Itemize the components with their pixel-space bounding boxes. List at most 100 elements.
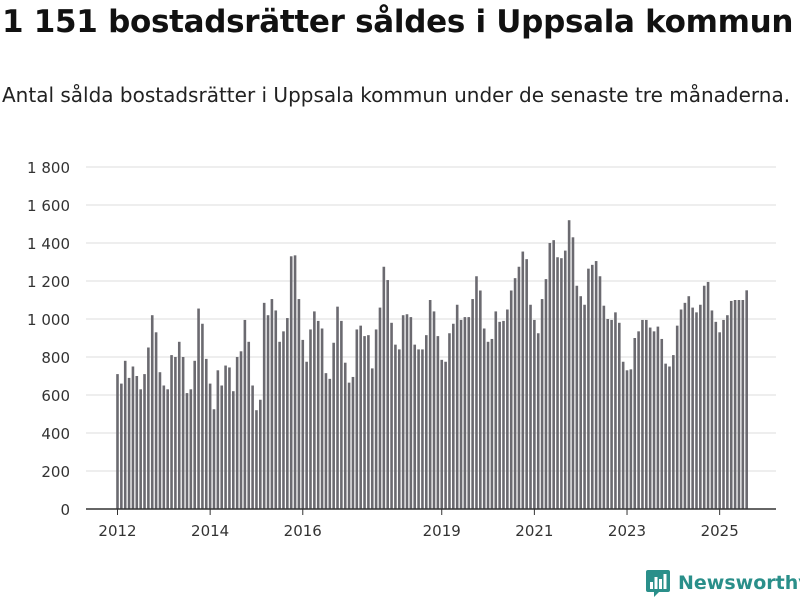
bar: [610, 319, 613, 509]
bar: [232, 391, 235, 509]
bar: [174, 357, 177, 509]
bar: [590, 264, 594, 509]
bar: [498, 321, 501, 509]
bar: [143, 374, 146, 509]
bar: [270, 299, 274, 509]
bar: [645, 319, 648, 509]
bar: [440, 359, 444, 509]
bar: [675, 325, 679, 509]
bar: [425, 335, 428, 509]
bar: [274, 310, 278, 509]
bar: [598, 276, 602, 509]
bar: [390, 322, 393, 509]
bar: [251, 385, 254, 509]
bar: [683, 302, 687, 509]
bar: [343, 362, 347, 509]
bar: [247, 341, 251, 509]
bar: [579, 296, 582, 509]
bar: [278, 341, 281, 509]
bar: [220, 385, 224, 509]
bar: [652, 331, 656, 509]
x-tick-label: 2025: [701, 522, 739, 540]
bar: [625, 370, 629, 509]
bar: [687, 296, 691, 509]
bar: [641, 319, 644, 509]
bar: [336, 306, 339, 509]
bar: [139, 389, 142, 509]
bar: [575, 285, 579, 509]
bar: [301, 339, 305, 509]
x-tick-label: 2012: [98, 522, 136, 540]
bar: [506, 309, 509, 509]
bar: [479, 290, 482, 509]
bar: [544, 279, 548, 509]
bar: [370, 368, 374, 509]
bar: [228, 367, 231, 509]
bar: [162, 385, 166, 509]
bar: [382, 266, 386, 509]
bar: [309, 329, 312, 509]
bar: [243, 319, 247, 509]
y-tick-label: 1 800: [27, 159, 70, 177]
bar: [614, 312, 617, 509]
bar: [131, 366, 135, 509]
page-subtitle: Antal sålda bostadsrätter i Uppsala komm…: [2, 83, 791, 107]
bar: [409, 317, 413, 509]
bar: [513, 278, 517, 509]
bar: [340, 320, 343, 509]
bar: [313, 311, 316, 509]
bar: [714, 321, 718, 509]
bar: [185, 393, 189, 509]
bar: [463, 317, 467, 509]
bar: [177, 341, 181, 509]
bar: [201, 323, 204, 509]
bar: [297, 299, 301, 509]
bar: [490, 338, 494, 509]
bar: [660, 338, 664, 509]
bar: [170, 355, 173, 509]
bar: [212, 409, 216, 509]
bar: [166, 389, 169, 509]
bar: [648, 327, 652, 509]
x-tick-label: 2016: [284, 522, 322, 540]
x-tick-label: 2014: [191, 522, 229, 540]
bar: [621, 361, 625, 509]
bar: [158, 372, 162, 509]
y-tick-label: 1 000: [27, 311, 70, 329]
bar: [224, 365, 227, 509]
x-tick-label: 2023: [608, 522, 646, 540]
bar: [401, 315, 405, 509]
bar: [363, 336, 366, 509]
bar: [560, 258, 563, 509]
bar: [726, 315, 729, 509]
bar: [127, 377, 131, 509]
newsworthy-logo-icon: [646, 570, 670, 597]
bar: [154, 332, 158, 509]
bar: [563, 250, 567, 509]
newsworthy-logo[interactable]: Newsworthy: [644, 566, 800, 600]
bar: [475, 276, 478, 509]
bar: [633, 338, 637, 509]
bar: [436, 336, 440, 509]
bar: [737, 300, 741, 509]
page-title: 1 151 bostadsrätter såldes i Uppsala kom…: [2, 4, 794, 40]
bar: [355, 329, 359, 509]
bar: [216, 370, 220, 509]
bar: [668, 366, 671, 509]
bar: [540, 299, 544, 509]
bar: [745, 290, 748, 509]
bar: [316, 320, 320, 509]
bar: [282, 331, 285, 509]
bar: [351, 376, 355, 509]
bar: [567, 220, 571, 509]
bar: [193, 360, 196, 509]
bar: [289, 256, 293, 509]
bar: [494, 311, 498, 509]
bar: [521, 251, 525, 510]
y-tick-label: 1 600: [27, 197, 70, 215]
bar: [525, 259, 528, 509]
bar: [266, 315, 270, 509]
bar: [259, 399, 262, 509]
bar: [394, 344, 397, 509]
bar: [197, 308, 200, 509]
